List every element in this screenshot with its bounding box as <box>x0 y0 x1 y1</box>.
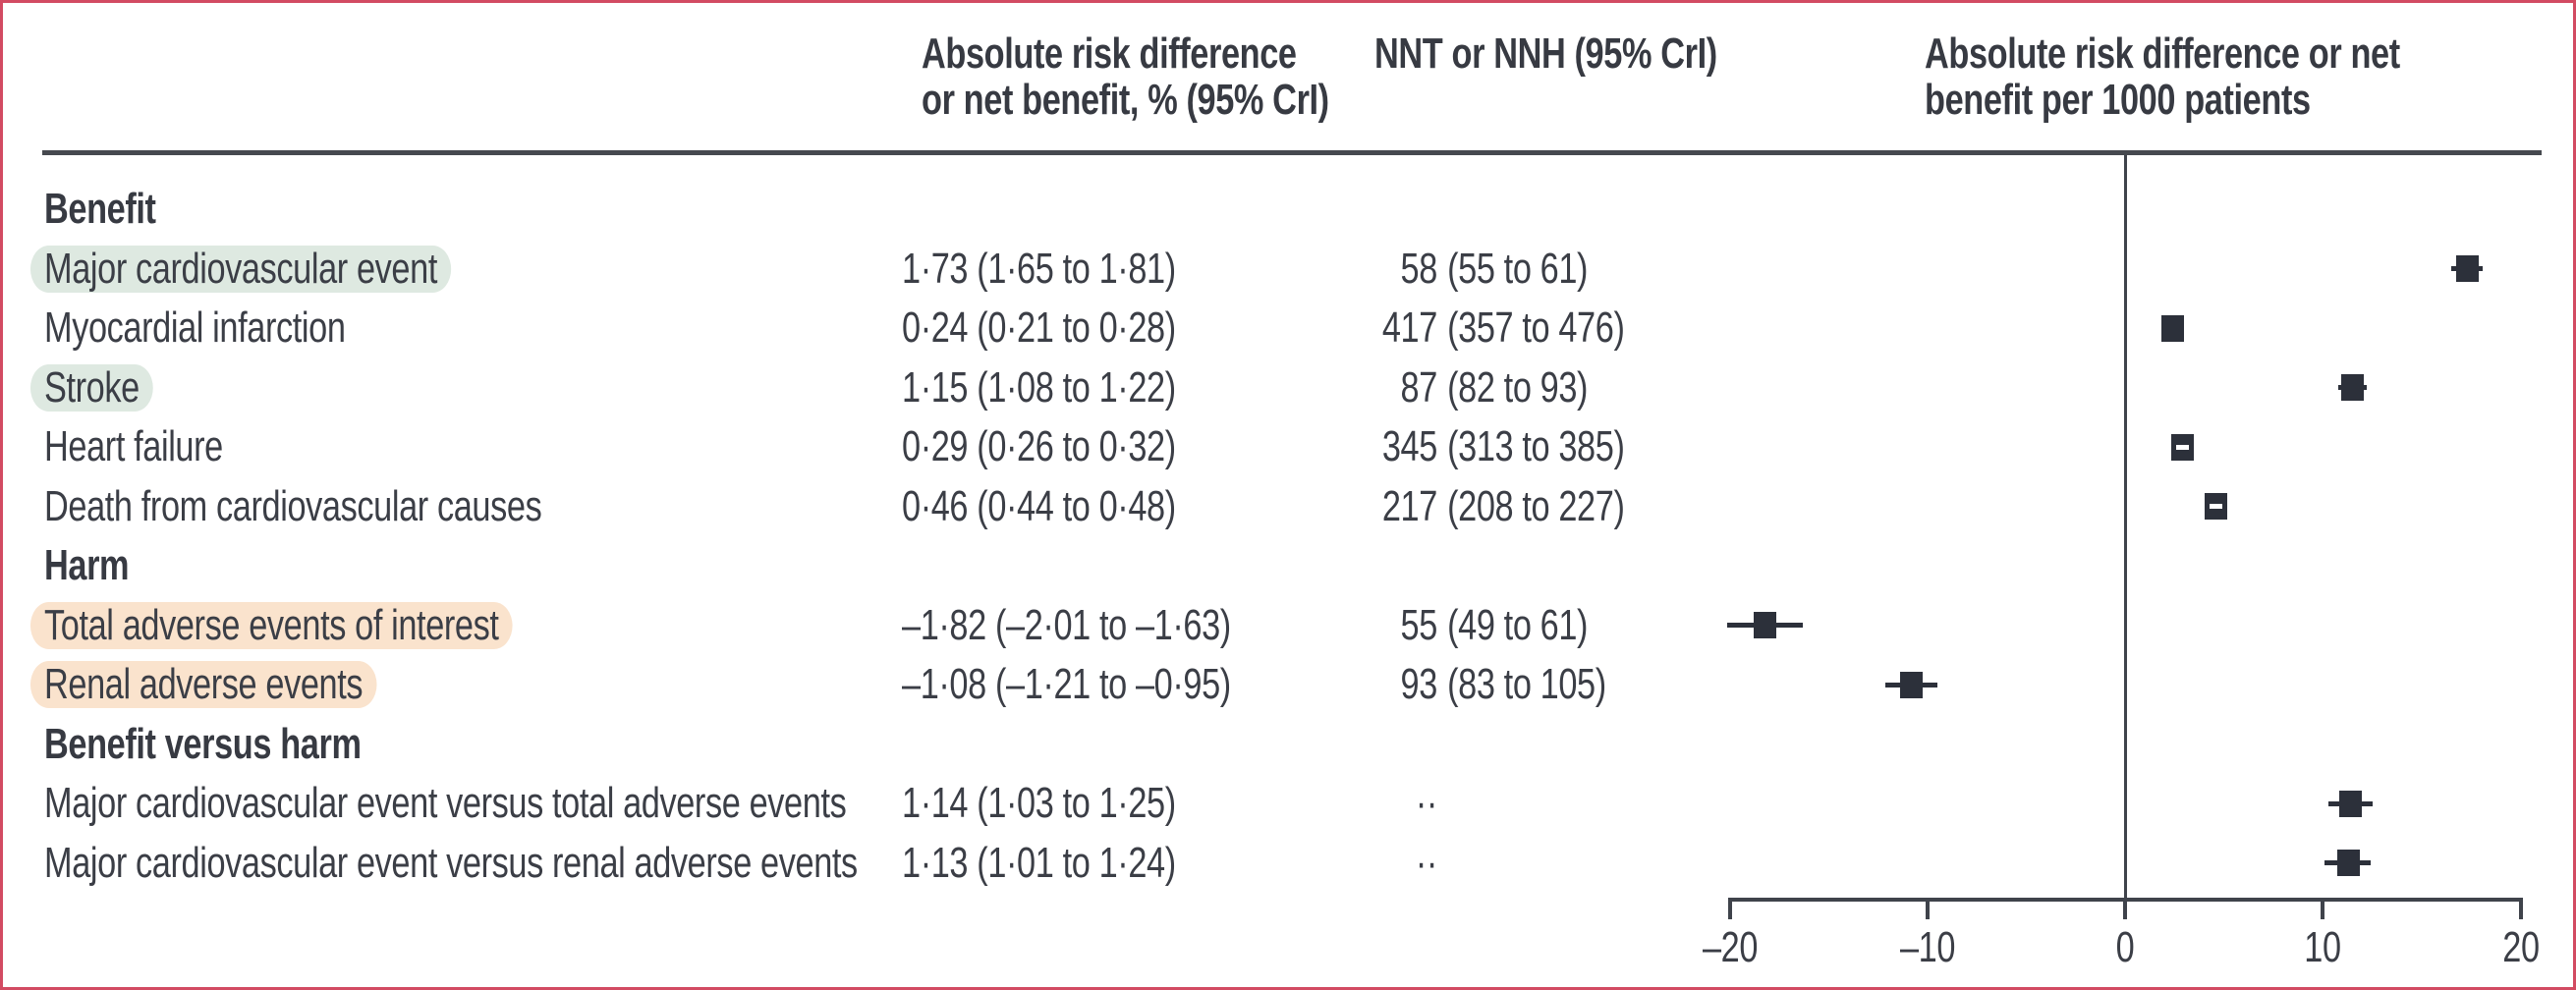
nnt-ci: (313 to 385) <box>1447 422 1625 470</box>
point-estimate-marker <box>1900 671 1924 698</box>
ci-inner-dash <box>2175 444 2189 450</box>
table-row: Death from cardiovascular causes 0·46 (0·… <box>3 477 2573 536</box>
table-row: Total adverse events of interest –1·82 (–… <box>3 596 2573 655</box>
x-axis-tick-label: 10 <box>2304 923 2342 971</box>
row-label: Major cardiovascular event versus total … <box>44 779 847 827</box>
x-axis-tick <box>1925 898 1930 919</box>
row-label: Harm <box>44 541 130 589</box>
section-header-row: Benefit versus harm <box>3 715 2573 774</box>
table-row: Major cardiovascular event versus total … <box>3 774 2573 833</box>
nnt-value: ·· <box>1374 834 1447 893</box>
peach-highlight: Renal adverse events <box>29 660 377 708</box>
row-label: Benefit <box>44 185 156 233</box>
nnt-ci: (357 to 476) <box>1447 303 1625 352</box>
green-highlight: Major cardiovascular event <box>29 244 452 293</box>
peach-highlight: Total adverse events of interest <box>29 600 513 649</box>
ard-value: –1·08 (–1·21 to –0·95) <box>902 660 1231 708</box>
nnt-number: ·· <box>1415 838 1437 887</box>
x-axis-tick <box>2123 898 2127 919</box>
ard-value: 0·29 (0·26 to 0·32) <box>902 422 1176 470</box>
table-row: Renal adverse events –1·08 (–1·21 to –0·9… <box>3 655 2573 714</box>
row-label: Benefit versus harm <box>44 719 362 768</box>
nnt-value: 217 (208 to 227) <box>1374 477 1625 536</box>
table-row: Major cardiovascular event 1·73 (1·65 to … <box>3 240 2573 299</box>
x-axis-tick-label: –10 <box>1899 923 1955 971</box>
x-axis-tick-label: –20 <box>1702 923 1758 971</box>
row-label: Death from cardiovascular causes <box>44 481 542 530</box>
point-estimate-marker <box>2160 314 2184 342</box>
ard-value: 1·73 (1·65 to 1·81) <box>902 244 1176 293</box>
nnt-number: 58 <box>1400 244 1438 293</box>
nnt-value: 55 (49 to 61) <box>1374 596 1589 655</box>
nnt-number: ·· <box>1415 779 1437 827</box>
header-divider <box>42 150 2542 155</box>
table-row: Major cardiovascular event versus renal … <box>3 834 2573 893</box>
x-axis-tick <box>1727 898 1732 919</box>
x-axis-tick-label: 20 <box>2501 923 2540 971</box>
row-label-text: Stroke <box>44 362 140 412</box>
row-label: Heart failure <box>44 422 223 470</box>
x-axis-tick-label: 0 <box>2115 923 2135 971</box>
ard-value: 1·13 (1·01 to 1·24) <box>902 838 1176 887</box>
nnt-value: 58 (55 to 61) <box>1374 240 1589 299</box>
table-row: Stroke 1·15 (1·08 to 1·22) 87 (82 to 93) <box>3 358 2573 417</box>
zero-reference-line <box>2124 155 2127 898</box>
nnt-number: 87 <box>1400 362 1438 412</box>
nnt-ci: (208 to 227) <box>1447 481 1625 530</box>
row-label: Major cardiovascular event <box>29 240 452 299</box>
nnt-ci: (82 to 93) <box>1447 362 1589 412</box>
nnt-value: 345 (313 to 385) <box>1374 417 1625 476</box>
x-axis-tick <box>2518 898 2523 919</box>
nnt-value: 417 (357 to 476) <box>1374 299 1625 358</box>
row-label-text: Major cardiovascular event <box>44 244 437 293</box>
table-row: Heart failure 0·29 (0·26 to 0·32) 345 (313 … <box>3 417 2573 476</box>
nnt-value: ·· <box>1374 774 1447 833</box>
row-label: Stroke <box>29 358 153 417</box>
nnt-number: 55 <box>1400 600 1438 649</box>
table-row: Myocardial infarction 0·24 (0·21 to 0·28)… <box>3 299 2573 358</box>
section-header-row: Benefit <box>3 180 2573 239</box>
column-header-absolute-risk-difference: Absolute risk difference or net benefit,… <box>922 29 1329 124</box>
row-label: Major cardiovascular event versus renal … <box>44 838 858 887</box>
x-axis-tick <box>2321 898 2325 919</box>
row-label: Myocardial infarction <box>44 303 346 352</box>
nnt-number: 345 <box>1381 422 1437 470</box>
ci-inner-dash <box>2210 504 2223 509</box>
point-estimate-marker <box>2340 374 2364 401</box>
row-label: Renal adverse events <box>29 655 377 714</box>
column-header-nnt-nnh: NNT or NNH (95% CrI) <box>1374 29 1717 78</box>
section-header-row: Harm <box>3 536 2573 595</box>
nnt-value: 93 (83 to 105) <box>1374 655 1607 714</box>
row-label-text: Total adverse events of interest <box>44 600 499 649</box>
nnt-value: 87 (82 to 93) <box>1374 358 1589 417</box>
nnt-ci: (49 to 61) <box>1447 600 1589 649</box>
nnt-number: 417 <box>1381 303 1437 352</box>
green-highlight: Stroke <box>29 362 153 412</box>
row-label-text: Renal adverse events <box>44 660 364 708</box>
ard-value: 1·15 (1·08 to 1·22) <box>902 362 1176 412</box>
nnt-ci: (55 to 61) <box>1447 244 1589 293</box>
point-estimate-marker <box>2338 790 2362 817</box>
nnt-number: 217 <box>1381 481 1437 530</box>
row-label: Total adverse events of interest <box>29 596 513 655</box>
ard-value: 1·14 (1·03 to 1·25) <box>902 779 1176 827</box>
ard-value: 0·46 (0·44 to 0·48) <box>902 481 1176 530</box>
column-header-plot: Absolute risk difference or net benefit … <box>1925 29 2400 124</box>
nnt-number: 93 <box>1400 660 1438 708</box>
ard-value: 0·24 (0·21 to 0·28) <box>902 303 1176 352</box>
point-estimate-marker <box>2336 850 2360 876</box>
point-estimate-marker <box>2455 255 2479 282</box>
ard-value: –1·82 (–2·01 to –1·63) <box>902 600 1231 649</box>
nnt-ci: (83 to 105) <box>1447 660 1606 708</box>
point-estimate-marker <box>1754 612 1777 638</box>
